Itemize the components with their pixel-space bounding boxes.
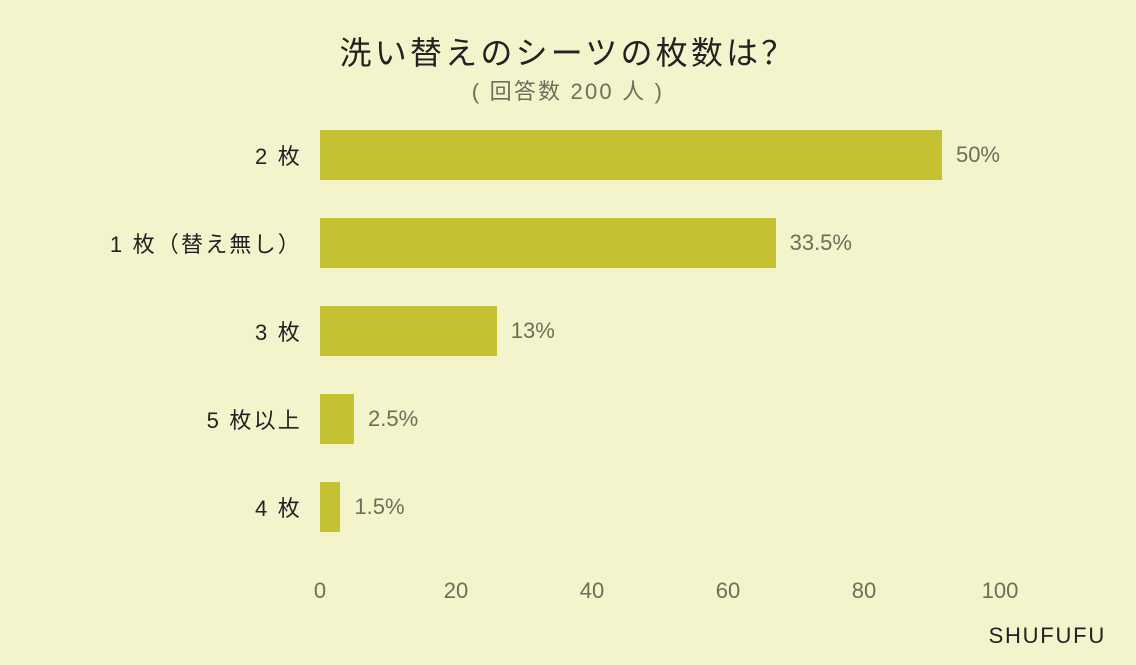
bar-row: 4 枚 1.5% xyxy=(320,482,1000,532)
bar xyxy=(320,482,340,532)
y-axis-label: 4 枚 xyxy=(255,491,320,523)
branding-text: SHUFUFU xyxy=(989,623,1106,649)
x-tick: 60 xyxy=(716,578,740,604)
y-axis-label: 5 枚以上 xyxy=(207,403,320,435)
plot-area: 2 枚 50% 1 枚（替え無し） 33.5% 3 枚 13% 5 枚以上 2.… xyxy=(320,130,1000,570)
x-tick: 100 xyxy=(982,578,1019,604)
bar xyxy=(320,130,942,180)
bar-value-label: 33.5% xyxy=(776,230,852,256)
x-tick: 20 xyxy=(444,578,468,604)
bar-value-label: 50% xyxy=(942,142,1000,168)
bar-value-label: 2.5% xyxy=(354,406,418,432)
chart-subtitle: ( 回答数 200 人 ) xyxy=(0,74,1136,106)
y-axis-label: 1 枚（替え無し） xyxy=(110,227,320,259)
bar-row: 1 枚（替え無し） 33.5% xyxy=(320,218,1000,268)
bar-row: 3 枚 13% xyxy=(320,306,1000,356)
x-tick: 80 xyxy=(852,578,876,604)
bar-row: 5 枚以上 2.5% xyxy=(320,394,1000,444)
chart-title: 洗い替えのシーツの枚数は？ xyxy=(0,28,1136,74)
bar-value-label: 13% xyxy=(497,318,555,344)
bar-value-label: 1.5% xyxy=(340,494,404,520)
x-tick: 40 xyxy=(580,578,604,604)
chart-container: 洗い替えのシーツの枚数は？ ( 回答数 200 人 ) 2 枚 50% 1 枚（… xyxy=(0,0,1136,665)
bar-row: 2 枚 50% xyxy=(320,130,1000,180)
bar xyxy=(320,218,776,268)
bar xyxy=(320,306,497,356)
x-tick: 0 xyxy=(314,578,326,604)
bar xyxy=(320,394,354,444)
y-axis-label: 3 枚 xyxy=(255,315,320,347)
y-axis-label: 2 枚 xyxy=(255,139,320,171)
